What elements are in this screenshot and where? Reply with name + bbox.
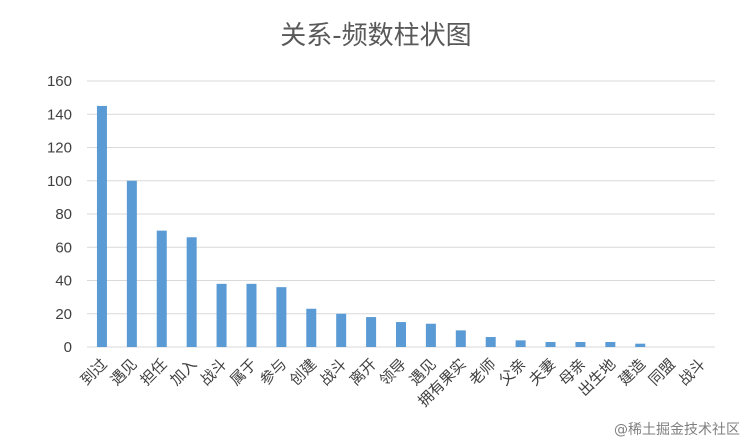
bar [635,343,646,347]
bar [366,317,377,347]
chart-title: 关系-频数柱状图 [280,21,471,51]
y-tick-label: 60 [55,239,72,256]
bar [425,323,436,347]
bar [455,330,466,347]
y-axis-ticks: 0 20 40 60 80 100 120 140 160 [47,73,72,356]
x-tick-label: 父亲 [495,355,529,389]
bar [575,342,586,347]
bar [156,230,167,347]
bar [485,337,496,347]
watermark-text: @稀土掘金技术社区 [614,422,740,438]
x-tick-label: 夫妻 [525,355,559,389]
y-tick-label: 140 [47,106,72,123]
x-tick-label: 同盟 [645,355,679,389]
y-tick-label: 20 [55,306,72,323]
y-tick-label: 160 [47,73,72,90]
bar [515,340,526,347]
bar [396,322,406,347]
bar [186,237,197,347]
bar [276,287,287,347]
x-tick-label: 属于 [226,355,260,389]
y-tick-label: 80 [55,206,72,223]
x-tick-label: 到过 [77,355,111,389]
bars [96,105,646,347]
bar [96,105,107,347]
x-tick-label: 创建 [286,355,320,389]
bar [605,342,616,347]
x-tick-label: 建造 [615,355,649,389]
x-tick-label: 战斗 [675,355,709,389]
x-tick-label: 领导 [376,355,410,389]
x-tick-label: 战斗 [316,355,350,389]
x-tick-label: 战斗 [196,355,230,389]
x-tick-label: 加入 [167,355,201,389]
x-tick-label: 老师 [466,355,500,389]
y-tick-label: 40 [55,273,72,290]
bar [336,313,347,347]
x-axis-ticks: 到过遇见担任加入战斗属于参与创建战斗离开领导遇见拥有果实老师父亲夫妻母亲出生地建… [77,355,709,410]
y-tick-label: 100 [47,173,72,190]
x-tick-label: 遇见 [107,355,141,389]
y-tick-label: 0 [64,339,72,356]
bar [246,283,257,347]
bar [216,283,227,347]
y-tick-label: 120 [47,140,72,157]
bar [545,342,556,347]
x-tick-label: 参与 [256,355,290,389]
grid-layer [87,80,715,348]
bar [306,308,317,347]
bar [126,180,137,347]
x-tick-label: 担任 [137,355,171,389]
x-tick-label: 离开 [346,355,380,389]
